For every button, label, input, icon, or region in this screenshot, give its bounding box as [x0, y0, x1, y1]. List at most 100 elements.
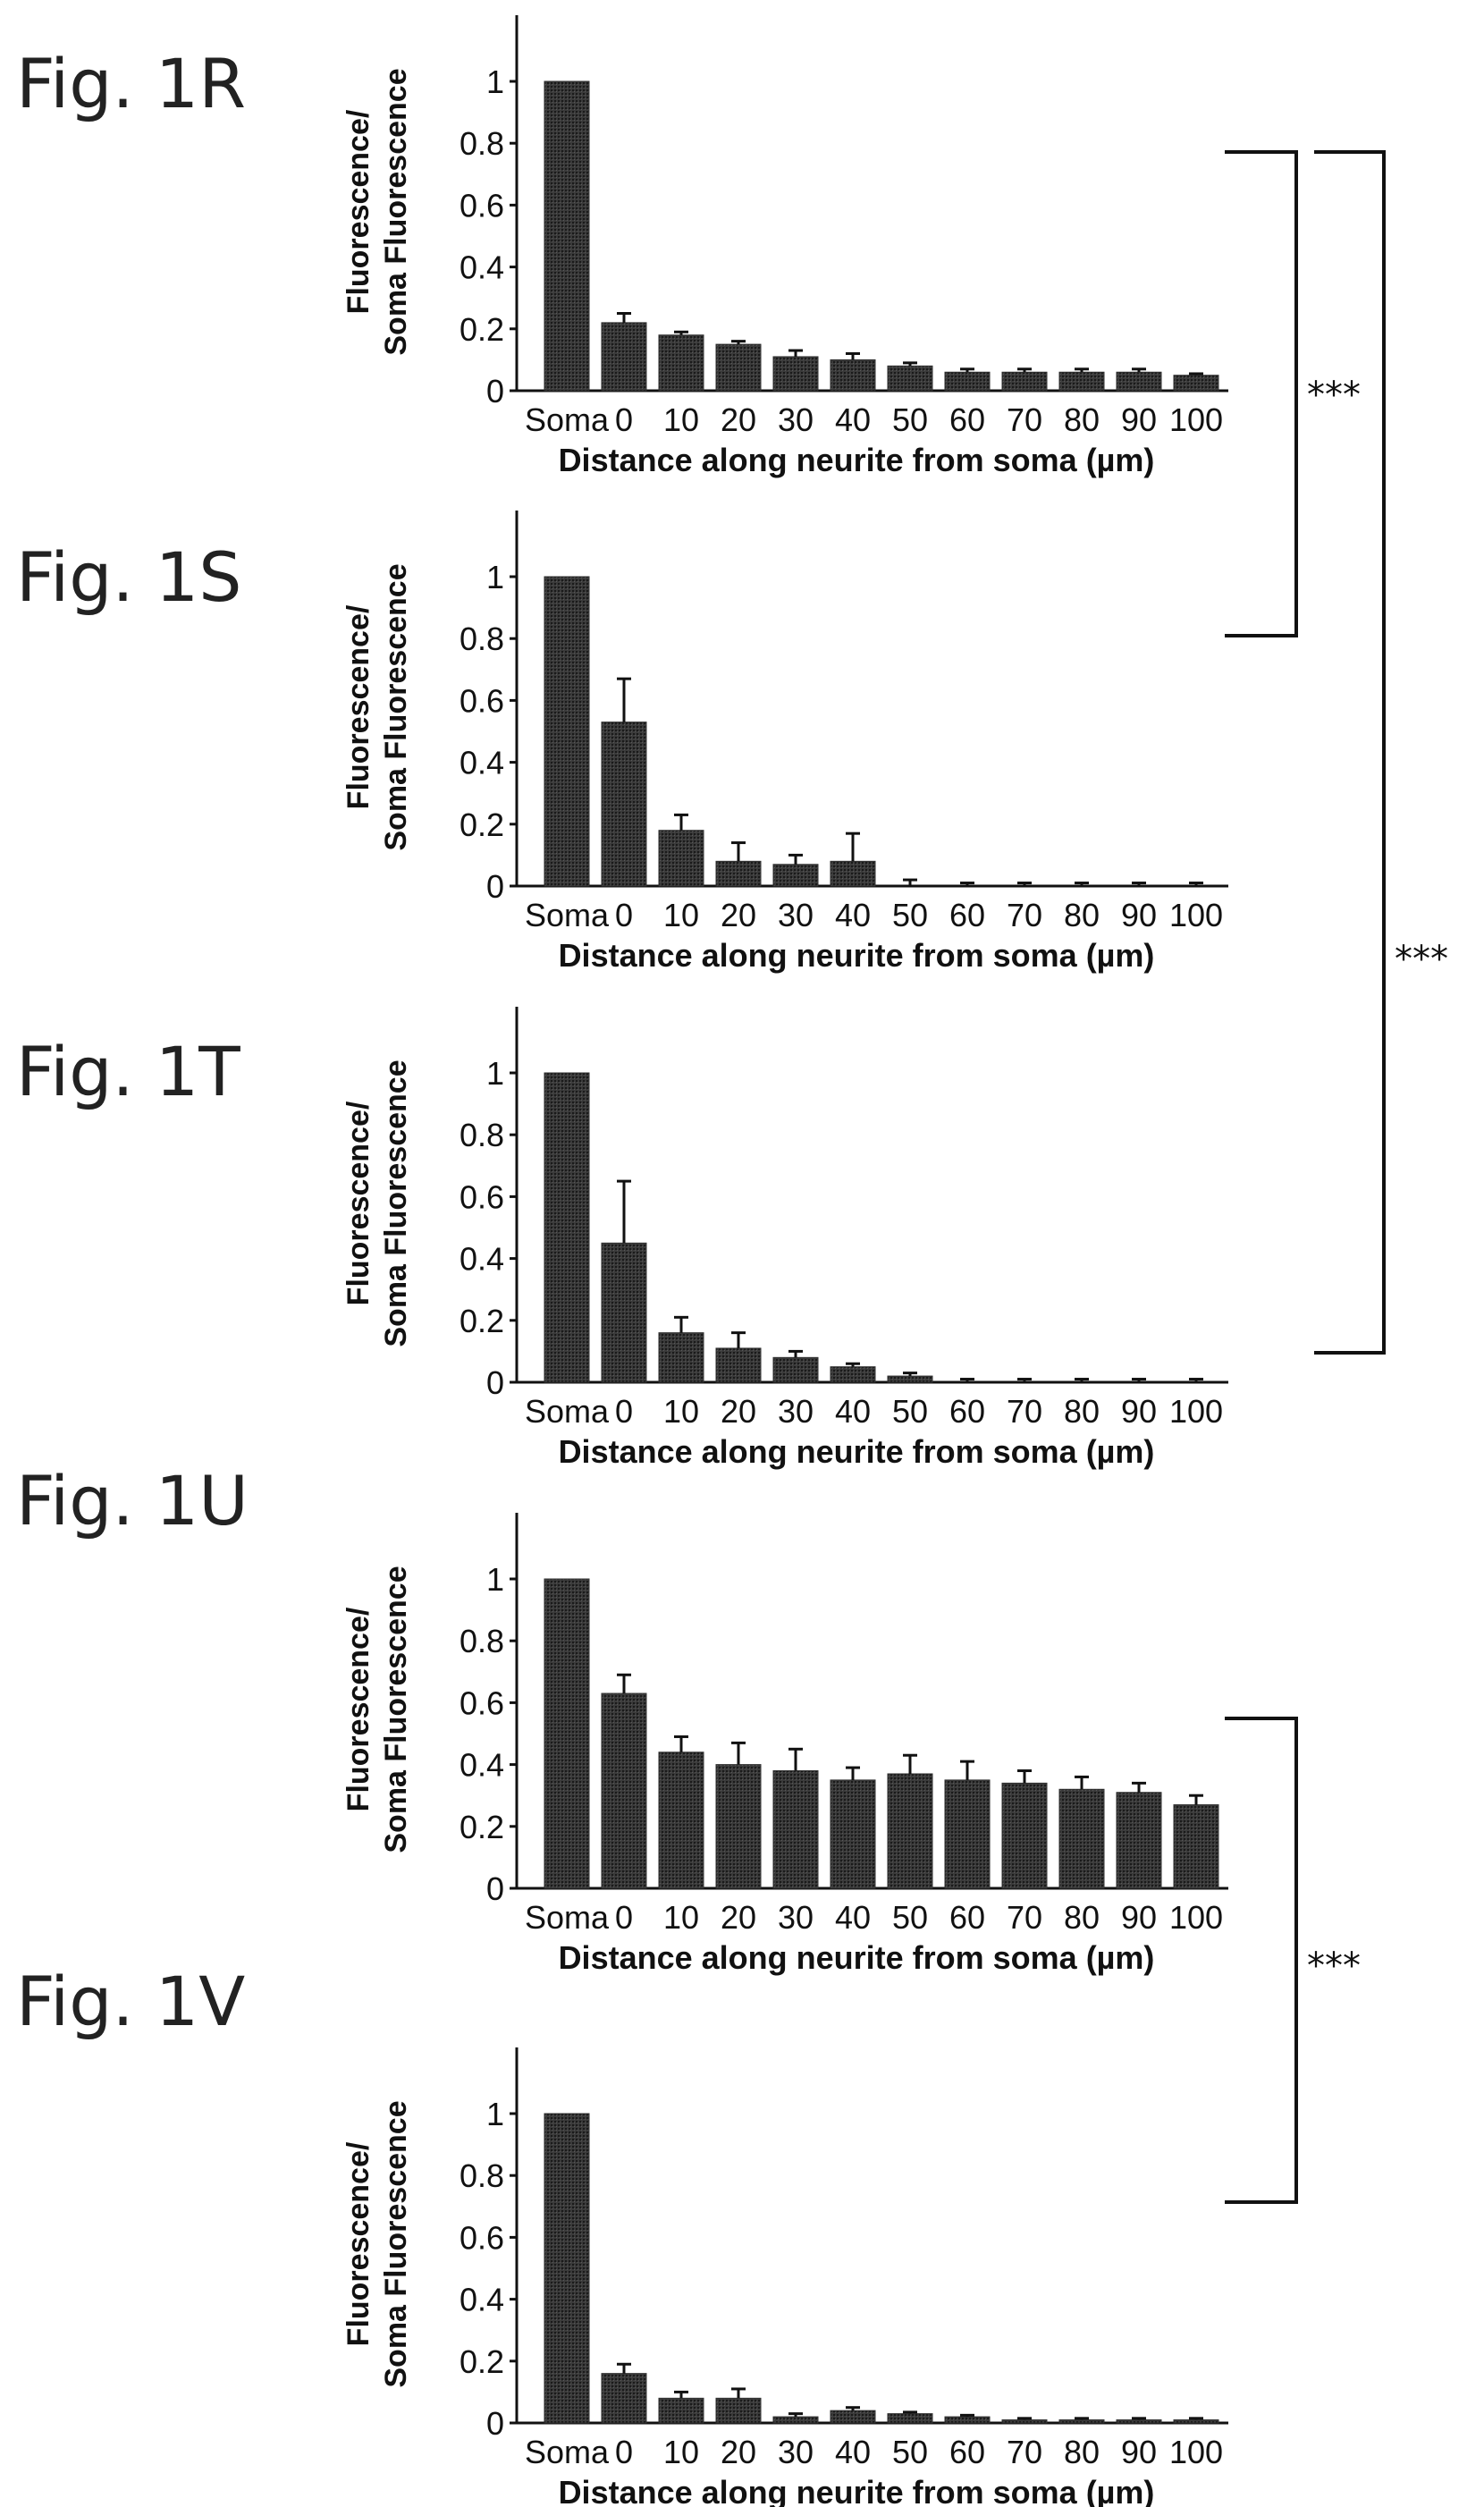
x-tick-label: 100	[1169, 2434, 1223, 2470]
bar	[544, 576, 590, 887]
figure-label: Fig. 1S	[16, 537, 241, 617]
y-axis-label: Fluorescence/	[341, 109, 375, 314]
y-tick-label: 1	[486, 63, 504, 100]
x-tick-label: 30	[778, 897, 814, 933]
x-tick-label: 20	[721, 897, 756, 933]
y-axis-label: Soma Fluorescence	[379, 68, 413, 355]
bar	[1058, 371, 1105, 392]
x-tick-label: 40	[835, 1899, 871, 1936]
bar	[944, 2416, 991, 2424]
y-tick-label: 0.4	[460, 1241, 504, 1278]
y-tick-label: 0.6	[460, 2219, 504, 2256]
significance-stars: ***	[1307, 1946, 1361, 1987]
bar	[544, 80, 590, 392]
bar	[601, 2373, 647, 2424]
x-tick-label: 30	[778, 2434, 814, 2470]
bar	[1058, 1788, 1105, 1889]
bar	[887, 365, 933, 392]
x-tick-label: 80	[1064, 1899, 1100, 1936]
y-tick-label: 0.4	[460, 1747, 504, 1784]
x-tick-label: 50	[892, 401, 928, 438]
bar	[715, 343, 762, 392]
bar	[544, 1578, 590, 1889]
bar	[715, 860, 762, 887]
x-tick-label: 80	[1064, 1393, 1100, 1430]
x-axis-label: Distance along neurite from soma (µm)	[559, 1939, 1155, 1976]
x-tick-label: Soma	[525, 1393, 610, 1430]
significance-stars: ***	[1307, 375, 1361, 416]
y-tick-label: 0.2	[460, 1303, 504, 1339]
bar	[658, 830, 704, 887]
x-tick-label: 0	[615, 897, 633, 933]
x-axis-label: Distance along neurite from soma (µm)	[559, 2474, 1155, 2507]
x-tick-label: 10	[663, 2434, 699, 2470]
bar	[944, 371, 991, 392]
y-tick-label: 0	[486, 2405, 504, 2442]
bar	[1116, 2419, 1162, 2424]
y-axis-label: Soma Fluorescence	[379, 1566, 413, 1853]
x-tick-label: 60	[949, 897, 985, 933]
y-tick-label: 0.6	[460, 1178, 504, 1215]
x-tick-label: 70	[1007, 401, 1042, 438]
x-tick-label: 50	[892, 2434, 928, 2470]
x-tick-label: 90	[1121, 1899, 1157, 1936]
x-axis-label: Distance along neurite from soma (µm)	[559, 442, 1155, 478]
y-tick-label: 0.8	[460, 620, 504, 657]
x-tick-label: 50	[892, 897, 928, 933]
x-tick-label: 0	[615, 1393, 633, 1430]
bar	[601, 722, 647, 887]
bar	[1116, 371, 1162, 392]
significance-bracket	[1225, 150, 1298, 637]
bar	[772, 2416, 819, 2424]
significance-stars: ***	[1395, 939, 1448, 980]
x-tick-label: 80	[1064, 401, 1100, 438]
bar	[887, 1773, 933, 1889]
x-tick-label: 100	[1169, 1899, 1223, 1936]
bar	[658, 334, 704, 392]
x-tick-label: Soma	[525, 897, 610, 933]
bar	[772, 864, 819, 887]
y-axis-label: Soma Fluorescence	[379, 2100, 413, 2387]
bar	[830, 2410, 876, 2424]
bar	[1001, 2419, 1048, 2424]
bar	[830, 860, 876, 887]
x-tick-label: 90	[1121, 2434, 1157, 2470]
bar	[544, 1072, 590, 1383]
bar	[772, 356, 819, 392]
bar	[601, 322, 647, 392]
x-tick-label: 70	[1007, 1899, 1042, 1936]
x-tick-label: 100	[1169, 897, 1223, 933]
x-tick-label: 60	[949, 1899, 985, 1936]
x-tick-label: 40	[835, 2434, 871, 2470]
y-tick-label: 0.6	[460, 187, 504, 224]
x-tick-label: 20	[721, 401, 756, 438]
x-tick-label: 90	[1121, 401, 1157, 438]
x-tick-label: 10	[663, 897, 699, 933]
x-tick-label: Soma	[525, 1899, 610, 1936]
bar	[715, 2397, 762, 2424]
bar	[1173, 375, 1219, 392]
x-tick-label: 70	[1007, 897, 1042, 933]
y-tick-label: 0.8	[460, 1623, 504, 1659]
bar	[830, 359, 876, 392]
bar	[601, 1242, 647, 1383]
x-tick-label: 100	[1169, 401, 1223, 438]
x-tick-label: 10	[663, 401, 699, 438]
significance-bracket	[1314, 150, 1386, 1355]
x-tick-label: 100	[1169, 1393, 1223, 1430]
x-tick-label: 40	[835, 1393, 871, 1430]
y-tick-label: 0.8	[460, 2157, 504, 2194]
x-tick-label: 60	[949, 2434, 985, 2470]
figure-label: Fig. 1T	[16, 1032, 240, 1111]
y-tick-label: 0	[486, 373, 504, 409]
x-tick-label: 60	[949, 1393, 985, 1430]
bar	[1116, 1792, 1162, 1889]
y-tick-label: 1	[486, 2096, 504, 2132]
x-tick-label: 20	[721, 2434, 756, 2470]
x-tick-label: 70	[1007, 1393, 1042, 1430]
x-tick-label: 20	[721, 1393, 756, 1430]
y-tick-label: 1	[486, 559, 504, 595]
